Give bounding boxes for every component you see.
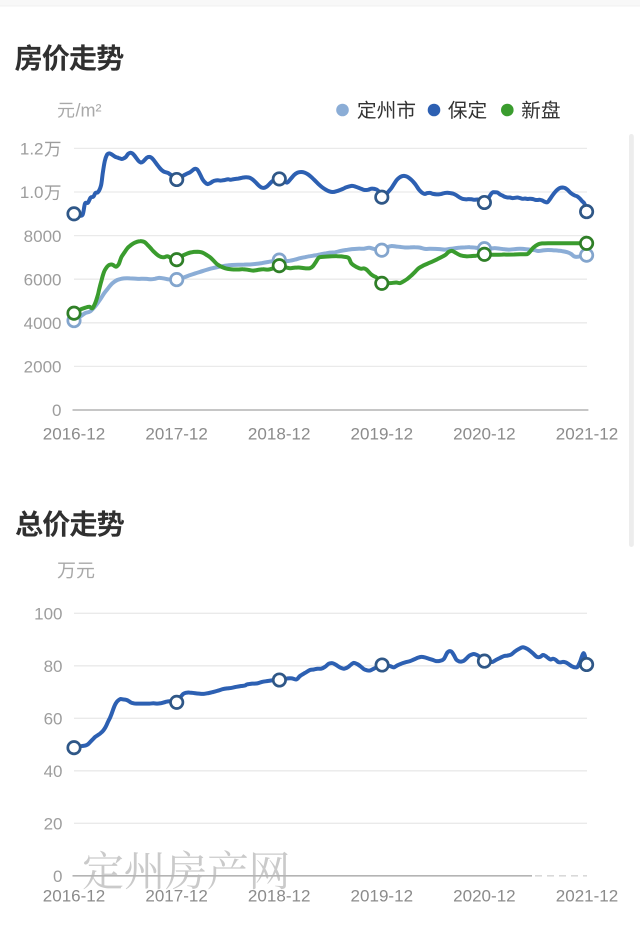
svg-text:1.0: 1.0 [20, 183, 44, 202]
svg-text:2021-12: 2021-12 [556, 887, 619, 906]
svg-text:2018-12: 2018-12 [248, 887, 311, 906]
svg-text:60: 60 [44, 710, 63, 729]
svg-text:1.2: 1.2 [20, 140, 44, 159]
svg-text:2017-12: 2017-12 [145, 425, 208, 444]
svg-text:2019-12: 2019-12 [351, 887, 414, 906]
svg-text:2019-12: 2019-12 [351, 425, 414, 444]
svg-text:6000: 6000 [24, 270, 62, 289]
svg-text:8000: 8000 [24, 227, 62, 246]
svg-text:/m²: /m² [76, 101, 102, 121]
svg-text:40: 40 [44, 762, 63, 781]
svg-text:2016-12: 2016-12 [43, 425, 106, 444]
svg-text:0: 0 [52, 401, 61, 420]
svg-text:2021-12: 2021-12 [556, 425, 619, 444]
svg-text:20: 20 [44, 815, 63, 834]
svg-text:100: 100 [34, 605, 62, 624]
svg-text:4000: 4000 [24, 314, 62, 333]
svg-text:2000: 2000 [24, 358, 62, 377]
svg-text:2020-12: 2020-12 [453, 887, 516, 906]
svg-text:0: 0 [53, 867, 62, 886]
svg-text:80: 80 [44, 657, 63, 676]
svg-text:2016-12: 2016-12 [43, 887, 106, 906]
svg-text:2018-12: 2018-12 [248, 425, 311, 444]
svg-text:2017-12: 2017-12 [145, 887, 208, 906]
svg-text:2020-12: 2020-12 [453, 425, 516, 444]
